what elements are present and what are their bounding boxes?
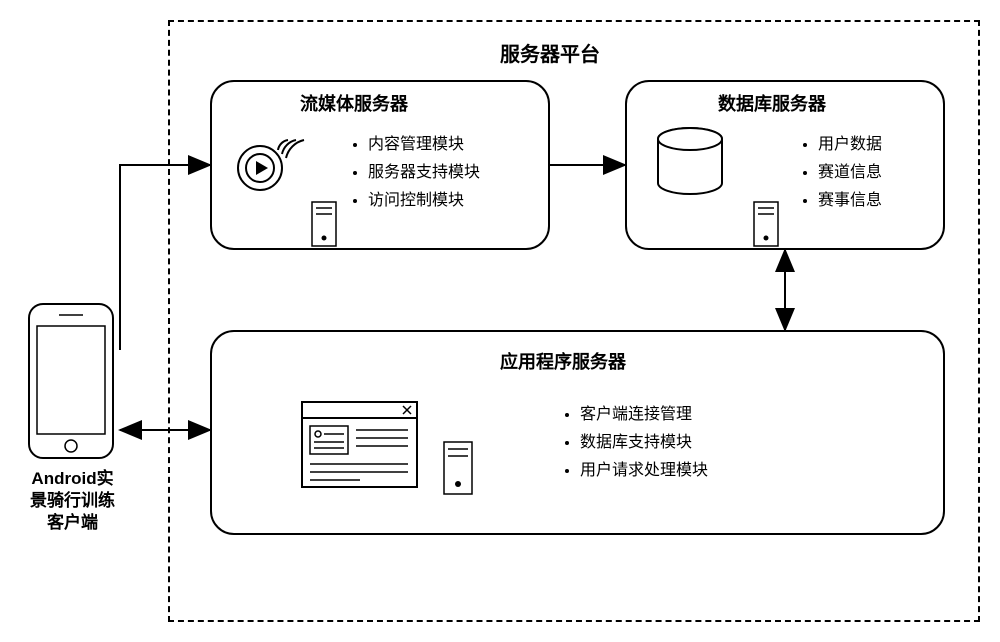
diagram-canvas: 服务器平台 流媒体服务器 内容管理模块 服务器支持模块 访问控制模块 数据库服务… [20,20,980,622]
arrows-layer [20,20,980,622]
